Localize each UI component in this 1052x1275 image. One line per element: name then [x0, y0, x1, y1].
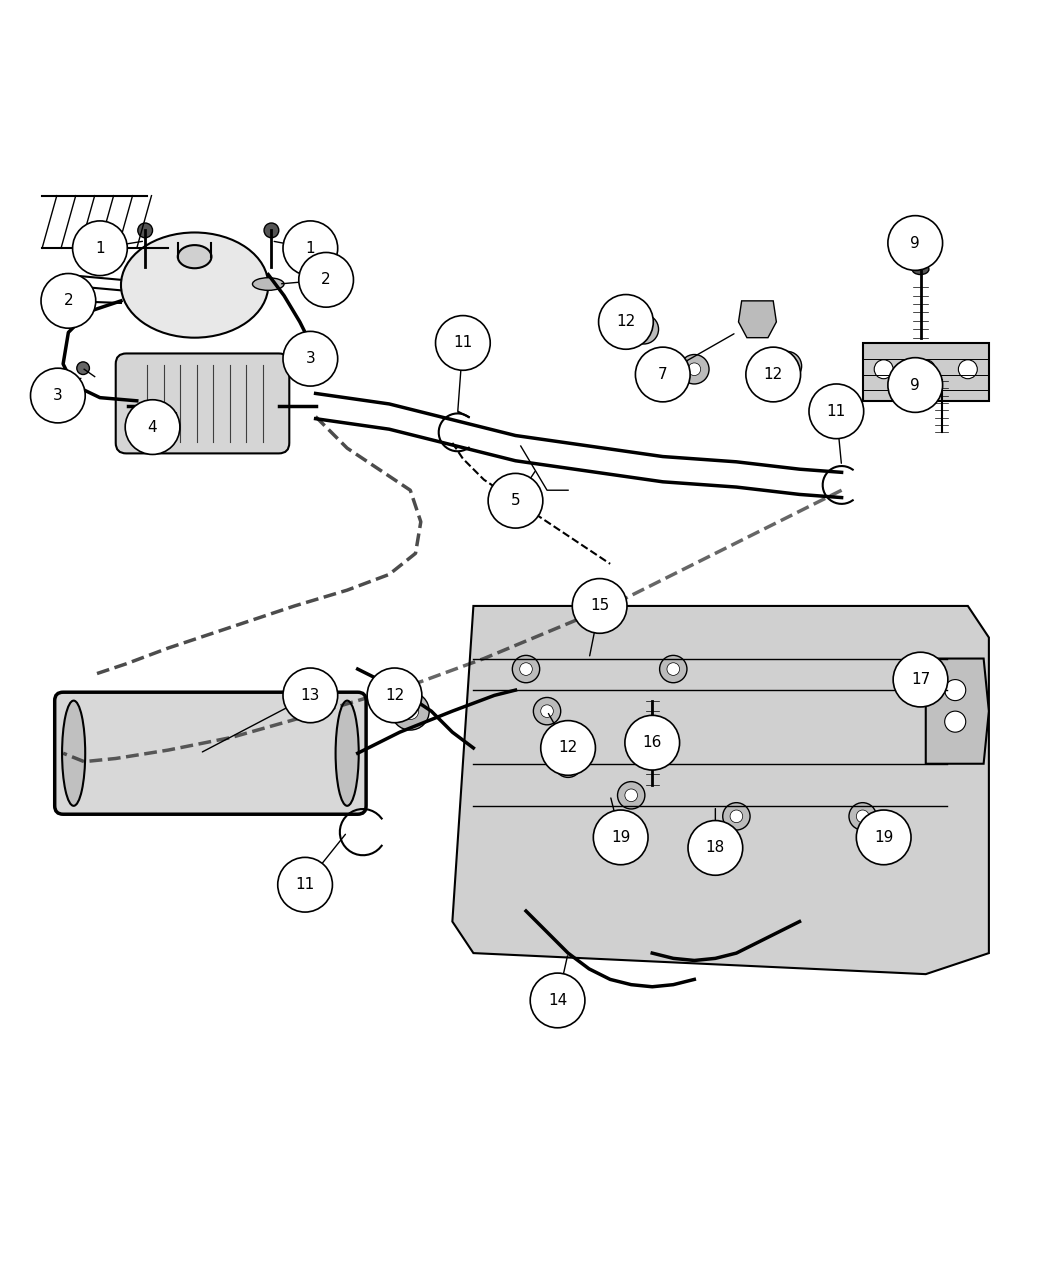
Text: 11: 11 — [827, 404, 846, 418]
Circle shape — [31, 368, 85, 423]
Circle shape — [618, 782, 645, 808]
Circle shape — [283, 221, 338, 275]
Circle shape — [77, 362, 89, 375]
Polygon shape — [452, 606, 989, 974]
Circle shape — [520, 663, 532, 676]
Circle shape — [660, 655, 687, 682]
Text: 11: 11 — [296, 877, 315, 892]
Circle shape — [874, 360, 893, 379]
Circle shape — [554, 750, 582, 778]
Text: 12: 12 — [616, 315, 635, 329]
Text: 12: 12 — [764, 367, 783, 382]
Circle shape — [572, 579, 627, 634]
Ellipse shape — [117, 399, 157, 413]
Text: 12: 12 — [385, 687, 404, 703]
Circle shape — [299, 252, 353, 307]
Circle shape — [541, 720, 595, 775]
Circle shape — [367, 668, 422, 723]
Circle shape — [73, 221, 127, 275]
Text: 14: 14 — [548, 993, 567, 1009]
Circle shape — [530, 973, 585, 1028]
Text: 19: 19 — [874, 830, 893, 845]
Text: 2: 2 — [63, 293, 74, 309]
Circle shape — [856, 810, 911, 864]
Ellipse shape — [121, 232, 268, 338]
Ellipse shape — [60, 287, 92, 300]
Circle shape — [625, 715, 680, 770]
Text: 1: 1 — [95, 241, 105, 256]
Text: 1: 1 — [305, 241, 316, 256]
Circle shape — [945, 711, 966, 732]
Circle shape — [278, 857, 332, 912]
Circle shape — [680, 354, 709, 384]
Text: 7: 7 — [658, 367, 668, 382]
Polygon shape — [863, 343, 989, 400]
Circle shape — [723, 803, 750, 830]
Circle shape — [809, 384, 864, 439]
Text: 11: 11 — [453, 335, 472, 351]
Text: 13: 13 — [301, 687, 320, 703]
Circle shape — [888, 358, 943, 412]
Text: 2: 2 — [321, 273, 331, 287]
Circle shape — [916, 360, 935, 379]
Circle shape — [391, 692, 429, 731]
Circle shape — [562, 757, 574, 770]
Ellipse shape — [912, 264, 929, 274]
Ellipse shape — [178, 245, 211, 268]
Text: 12: 12 — [559, 741, 578, 756]
Text: 5: 5 — [510, 493, 521, 509]
Circle shape — [512, 655, 540, 682]
Circle shape — [541, 705, 553, 718]
FancyBboxPatch shape — [116, 353, 289, 454]
Circle shape — [402, 703, 419, 719]
Circle shape — [625, 789, 638, 802]
Circle shape — [849, 803, 876, 830]
Text: 3: 3 — [305, 351, 316, 366]
Circle shape — [283, 668, 338, 723]
Circle shape — [283, 332, 338, 386]
Circle shape — [746, 347, 801, 402]
Circle shape — [593, 810, 648, 864]
Circle shape — [635, 347, 690, 402]
Text: 4: 4 — [147, 419, 158, 435]
Text: 9: 9 — [910, 236, 920, 250]
Circle shape — [638, 323, 650, 335]
Circle shape — [688, 363, 701, 376]
Polygon shape — [926, 659, 989, 764]
Text: 17: 17 — [911, 672, 930, 687]
Circle shape — [125, 400, 180, 454]
Circle shape — [138, 223, 153, 237]
Circle shape — [688, 821, 743, 875]
Circle shape — [945, 680, 966, 701]
Circle shape — [958, 360, 977, 379]
Text: 9: 9 — [910, 377, 920, 393]
Circle shape — [772, 352, 802, 381]
Text: 15: 15 — [590, 598, 609, 613]
Circle shape — [436, 316, 490, 370]
Circle shape — [888, 215, 943, 270]
Circle shape — [599, 295, 653, 349]
Text: 3: 3 — [53, 388, 63, 403]
Polygon shape — [739, 301, 776, 338]
FancyBboxPatch shape — [55, 692, 366, 815]
Circle shape — [667, 663, 680, 676]
Circle shape — [893, 653, 948, 706]
Circle shape — [41, 274, 96, 328]
Circle shape — [629, 315, 659, 344]
Text: 16: 16 — [643, 736, 662, 750]
Circle shape — [856, 810, 869, 822]
Ellipse shape — [62, 701, 85, 806]
Text: 18: 18 — [706, 840, 725, 856]
Circle shape — [488, 473, 543, 528]
Circle shape — [264, 223, 279, 237]
Circle shape — [730, 810, 743, 822]
Ellipse shape — [252, 278, 284, 291]
Circle shape — [533, 697, 561, 724]
Circle shape — [781, 360, 793, 372]
Text: 19: 19 — [611, 830, 630, 845]
Ellipse shape — [336, 701, 359, 806]
